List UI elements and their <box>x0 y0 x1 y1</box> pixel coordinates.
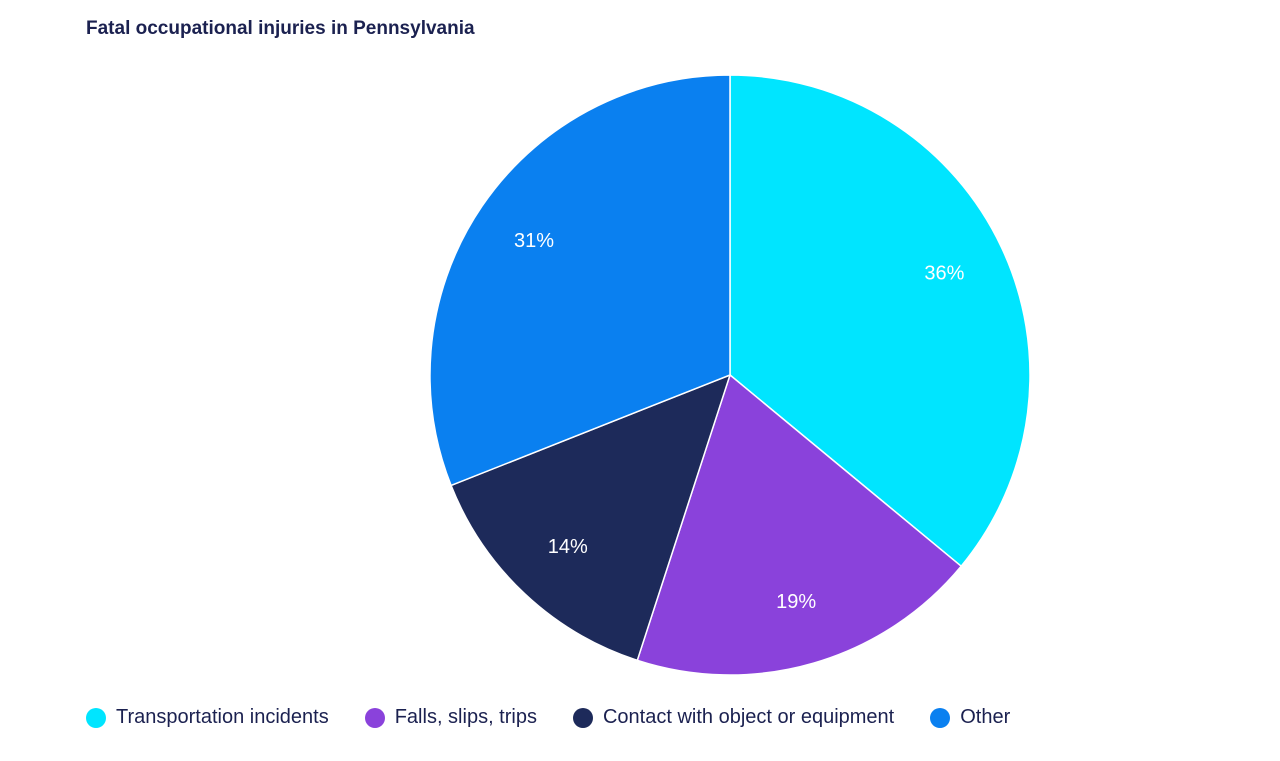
legend-label: Transportation incidents <box>116 706 329 728</box>
pie-slice-transportation-incidents <box>729 74 1031 568</box>
legend-item-falls-slips-trips[interactable]: Falls, slips, trips <box>364 706 537 729</box>
legend-label: Falls, slips, trips <box>394 706 537 728</box>
legend-label: Other <box>960 706 1011 728</box>
legend-swatch <box>572 707 593 728</box>
slice-label-contact-with-object-or-equipment: 14% <box>548 536 588 558</box>
legend-swatch <box>86 707 106 728</box>
legend-item-other[interactable]: Other <box>930 706 1010 729</box>
pie-slice-contact-with-object-or-equipment <box>450 373 732 662</box>
legend-label: Contact with object or equipment <box>602 706 895 728</box>
slice-label-transportation-incidents: 36% <box>924 262 964 284</box>
legend: Transportation incidents Falls, slips, tr… <box>86 706 1046 729</box>
legend-swatch <box>930 707 951 728</box>
chart-title: Fatal occupational injuries in Pennsylva… <box>86 18 475 39</box>
pie-slice-falls-slips-trips <box>636 373 963 676</box>
slice-label-other: 31% <box>514 230 554 252</box>
pie-slice-other <box>429 74 731 487</box>
slice-label-falls-slips-trips: 19% <box>776 591 816 613</box>
legend-swatch <box>364 707 385 728</box>
legend-item-contact-with-object-or-equipment[interactable]: Contact with object or equipment <box>572 706 895 729</box>
legend-item-transportation-incidents[interactable]: Transportation incidents <box>86 706 329 729</box>
